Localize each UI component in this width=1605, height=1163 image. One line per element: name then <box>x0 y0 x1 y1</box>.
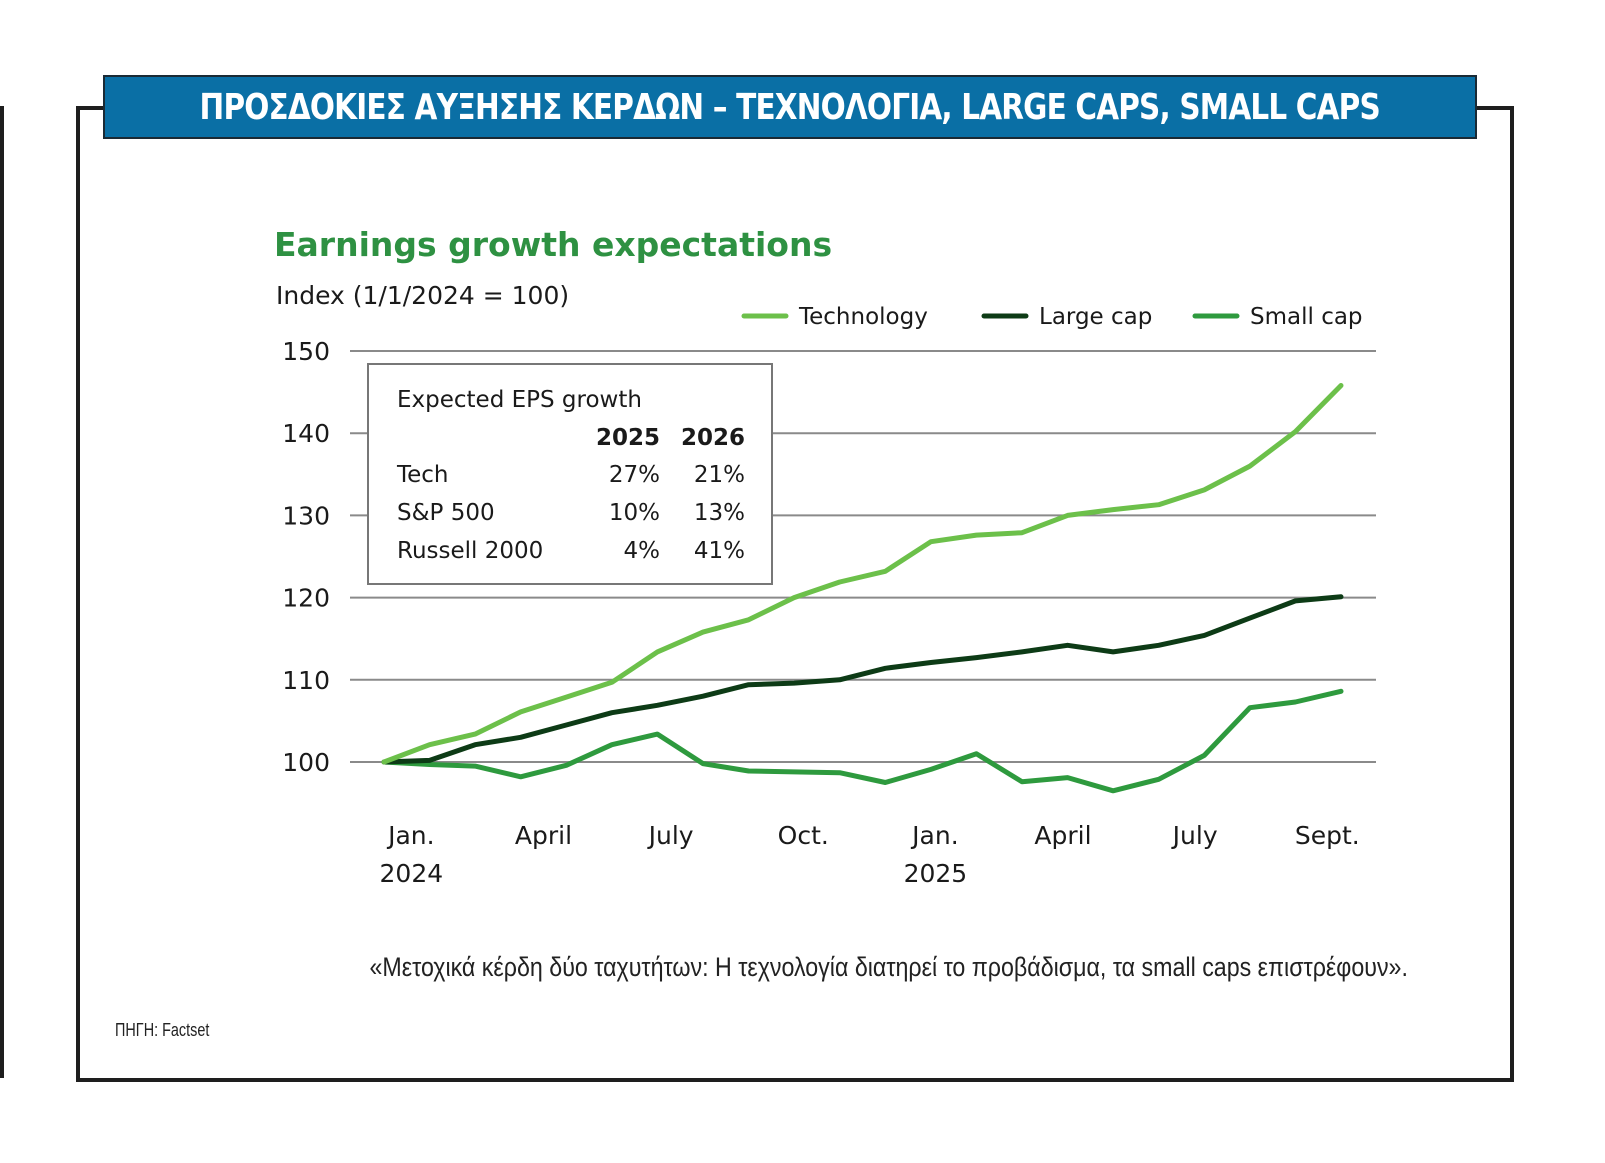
x-tick-label: Sept. <box>1295 821 1360 850</box>
source-note: ΠΗΓΗ: Factset <box>115 1020 233 1041</box>
legend: Technology Large cap Small cap <box>741 304 1363 330</box>
eps-table-cell: 13% <box>694 500 745 526</box>
legend-label-small-cap: Small cap <box>1250 304 1363 330</box>
series-line-large-cap <box>381 594 1344 765</box>
series-lines <box>381 383 1344 794</box>
source-text: ΠΗΓΗ: Factset <box>115 1020 210 1040</box>
x-tick-label: Oct. <box>778 821 829 850</box>
x-tick-sublabel: 2024 <box>380 859 444 888</box>
y-tick-label: 120 <box>282 584 330 613</box>
eps-table-row-label: Russell 2000 <box>397 538 543 564</box>
x-tick-label: April <box>1034 821 1091 850</box>
eps-table-row-label: Tech <box>396 462 449 488</box>
banner-title-text: ΠΡΟΣΔΟΚΙΕΣ ΑΥΞΗΣΗΣ ΚΕΡΔΩΝ – ΤΕΧΝΟΛΟΓΙΑ, … <box>199 86 1381 128</box>
eps-table-row-label: S&P 500 <box>397 500 495 526</box>
eps-table-border <box>367 363 773 585</box>
eps-growth-table: Expected EPS growth 2025 2026 Tech 27% 21% S&… <box>367 363 773 585</box>
x-tick-label: July <box>1171 821 1218 850</box>
y-tick-label: 100 <box>282 748 330 777</box>
chart-title: Earnings growth expectations <box>274 225 832 264</box>
x-tick-label: July <box>647 821 694 850</box>
legend-label-technology: Technology <box>798 304 928 330</box>
eps-table-cell: 4% <box>624 538 661 564</box>
chart-subtitle: Index (1/1/2024 = 100) <box>276 281 569 310</box>
eps-table-cell: 41% <box>694 538 745 564</box>
series-line-technology <box>381 383 1344 765</box>
x-tick-label: April <box>515 821 572 850</box>
y-axis-ticks: 100 110 120 130 140 150 <box>282 337 330 777</box>
eps-table-cell: 27% <box>609 462 660 488</box>
x-tick-sublabel: 2025 <box>904 859 968 888</box>
y-tick-label: 130 <box>282 501 330 530</box>
x-axis-ticks: Jan. 2024 April July Oct. Jan. 2025 April July Se… <box>380 821 1360 888</box>
y-tick-label: 150 <box>282 337 330 366</box>
caption: «Μετοχικά κέρδη δύο ταχυτήτων: Η τεχνολο… <box>0 952 1605 983</box>
eps-table-header: 2026 <box>681 425 745 451</box>
eps-table-header: 2025 <box>596 425 660 451</box>
series-line-small-cap <box>381 688 1344 794</box>
legend-label-large-cap: Large cap <box>1039 304 1152 330</box>
caption-text: «Μετοχικά κέρδη δύο ταχυτήτων: Η τεχνολο… <box>369 952 1408 982</box>
x-tick-label: Jan. <box>910 821 958 850</box>
y-tick-label: 140 <box>282 419 330 448</box>
x-tick-label: Jan. <box>386 821 434 850</box>
y-tick-label: 110 <box>282 666 330 695</box>
banner-title: ΠΡΟΣΔΟΚΙΕΣ ΑΥΞΗΣΗΣ ΚΕΡΔΩΝ – ΤΕΧΝΟΛΟΓΙΑ, … <box>103 75 1477 139</box>
left-border-rule <box>0 106 4 1078</box>
eps-table-cell: 10% <box>609 500 660 526</box>
eps-table-title: Expected EPS growth <box>397 387 642 413</box>
eps-table-cell: 21% <box>694 462 745 488</box>
